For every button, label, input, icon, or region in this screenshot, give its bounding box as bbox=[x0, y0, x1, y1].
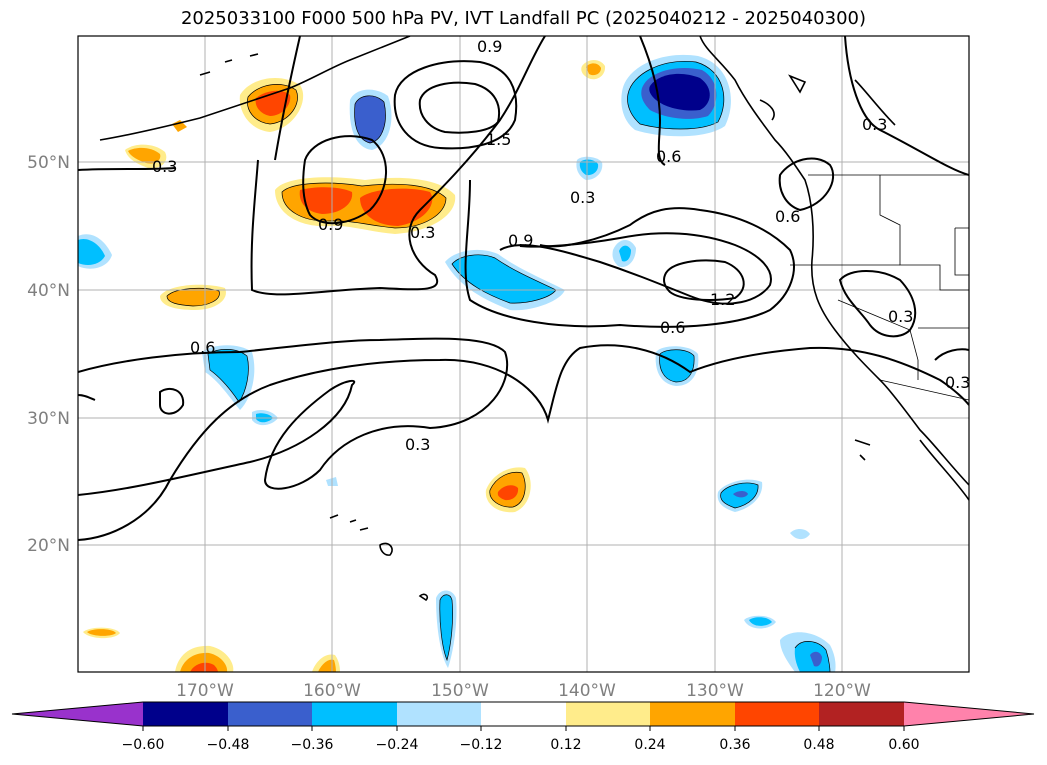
contour-label: 1.5 bbox=[486, 130, 511, 149]
contour-1.2 bbox=[663, 259, 745, 301]
coastlines bbox=[99, 36, 969, 602]
lat-label: 20°N bbox=[27, 536, 70, 556]
political-borders bbox=[790, 174, 969, 401]
colorbar-tick-label: −0.48 bbox=[207, 737, 250, 753]
north-america-coast bbox=[699, 36, 969, 486]
contour-label: 0.3 bbox=[945, 373, 970, 392]
contour-label: 0.9 bbox=[508, 231, 533, 250]
lat-label: 50°N bbox=[27, 153, 70, 173]
shading-outlines bbox=[166, 61, 831, 672]
contour-label: 0.6 bbox=[775, 207, 800, 226]
contour-label: 0.3 bbox=[570, 188, 595, 207]
lon-label: 130°W bbox=[686, 681, 744, 701]
contour-label: 0.3 bbox=[152, 157, 177, 176]
contour-labels: 0.9 1.5 0.3 0.3 0.9 0.3 0.6 0.6 0.3 0.9 … bbox=[152, 37, 970, 454]
contour-0.6-mid bbox=[250, 36, 546, 296]
colorbar-segment bbox=[143, 702, 228, 726]
contour-label: 0.3 bbox=[888, 307, 913, 326]
lon-label: 170°W bbox=[176, 681, 234, 701]
colorbar-segment bbox=[481, 702, 566, 726]
contour-1.5 bbox=[418, 81, 500, 134]
colorbar-segment bbox=[566, 702, 650, 726]
lon-label: 120°W bbox=[813, 681, 871, 701]
lat-label: 40°N bbox=[27, 281, 70, 301]
contour-label: 0.3 bbox=[410, 223, 435, 242]
colorbar-segment bbox=[312, 702, 397, 726]
colorbar-segment bbox=[228, 702, 312, 726]
contour-label: 0.6 bbox=[190, 338, 215, 357]
positive-pc-shading bbox=[83, 60, 606, 672]
colorbar-tick-label: −0.12 bbox=[460, 737, 503, 753]
colorbar-tick-label: 0.60 bbox=[888, 737, 919, 753]
colorbar-segment bbox=[819, 702, 904, 726]
lon-label: 140°W bbox=[558, 681, 616, 701]
colorbar-tick-label: 0.24 bbox=[634, 737, 665, 753]
hawaii-islands bbox=[329, 514, 429, 602]
lon-label: 160°W bbox=[303, 681, 361, 701]
colorbar-arrow-right bbox=[904, 702, 1034, 726]
colorbar-segment bbox=[735, 702, 819, 726]
contour-label: 0.6 bbox=[656, 147, 681, 166]
contour-0.6-east bbox=[464, 179, 795, 328]
contour-label: 0.3 bbox=[405, 435, 430, 454]
map-gridlines bbox=[78, 36, 969, 672]
contour-label: 0.9 bbox=[477, 37, 502, 56]
contour-0.9-west bbox=[302, 135, 387, 225]
negative-pc-shading bbox=[78, 54, 836, 672]
lat-label: 30°N bbox=[27, 409, 70, 429]
aleutian-islands bbox=[99, 36, 411, 141]
colorbar-tick-label: −0.24 bbox=[376, 737, 419, 753]
colorbar-tick-label: −0.36 bbox=[291, 737, 334, 753]
contour-label: 0.9 bbox=[318, 215, 343, 234]
colorbar-segment bbox=[397, 702, 481, 726]
contour-0.3-outer bbox=[78, 344, 969, 541]
contour-label: 0.6 bbox=[660, 318, 685, 337]
contour-0.9-north bbox=[393, 60, 518, 150]
colorbar-tick-label: −0.60 bbox=[122, 737, 165, 753]
colorbar-tick-label: 0.36 bbox=[719, 737, 750, 753]
contour-0.9-east bbox=[499, 232, 772, 305]
map-border bbox=[77, 35, 970, 673]
map-title: 2025033100 F000 500 hPa PV, IVT Landfall… bbox=[180, 8, 867, 29]
colorbar-arrow-left bbox=[12, 702, 143, 726]
colorbar-tick-label: 0.12 bbox=[550, 737, 581, 753]
latitude-labels: 50°N 40°N 30°N 20°N bbox=[27, 153, 70, 556]
pv-contours bbox=[78, 36, 969, 541]
lon-label: 150°W bbox=[431, 681, 489, 701]
longitude-labels: 170°W 160°W 150°W 140°W 130°W 120°W bbox=[176, 681, 871, 701]
colorbar-tick-label: 0.48 bbox=[803, 737, 834, 753]
contour-label: 0.3 bbox=[862, 115, 887, 134]
contour-0.3-south bbox=[78, 337, 509, 496]
colorbar-segment bbox=[650, 702, 735, 726]
colorbar: −0.60 −0.48 −0.36 −0.24 −0.12 0.12 0.24 … bbox=[11, 701, 1035, 753]
contour-label: 1.2 bbox=[710, 290, 735, 309]
